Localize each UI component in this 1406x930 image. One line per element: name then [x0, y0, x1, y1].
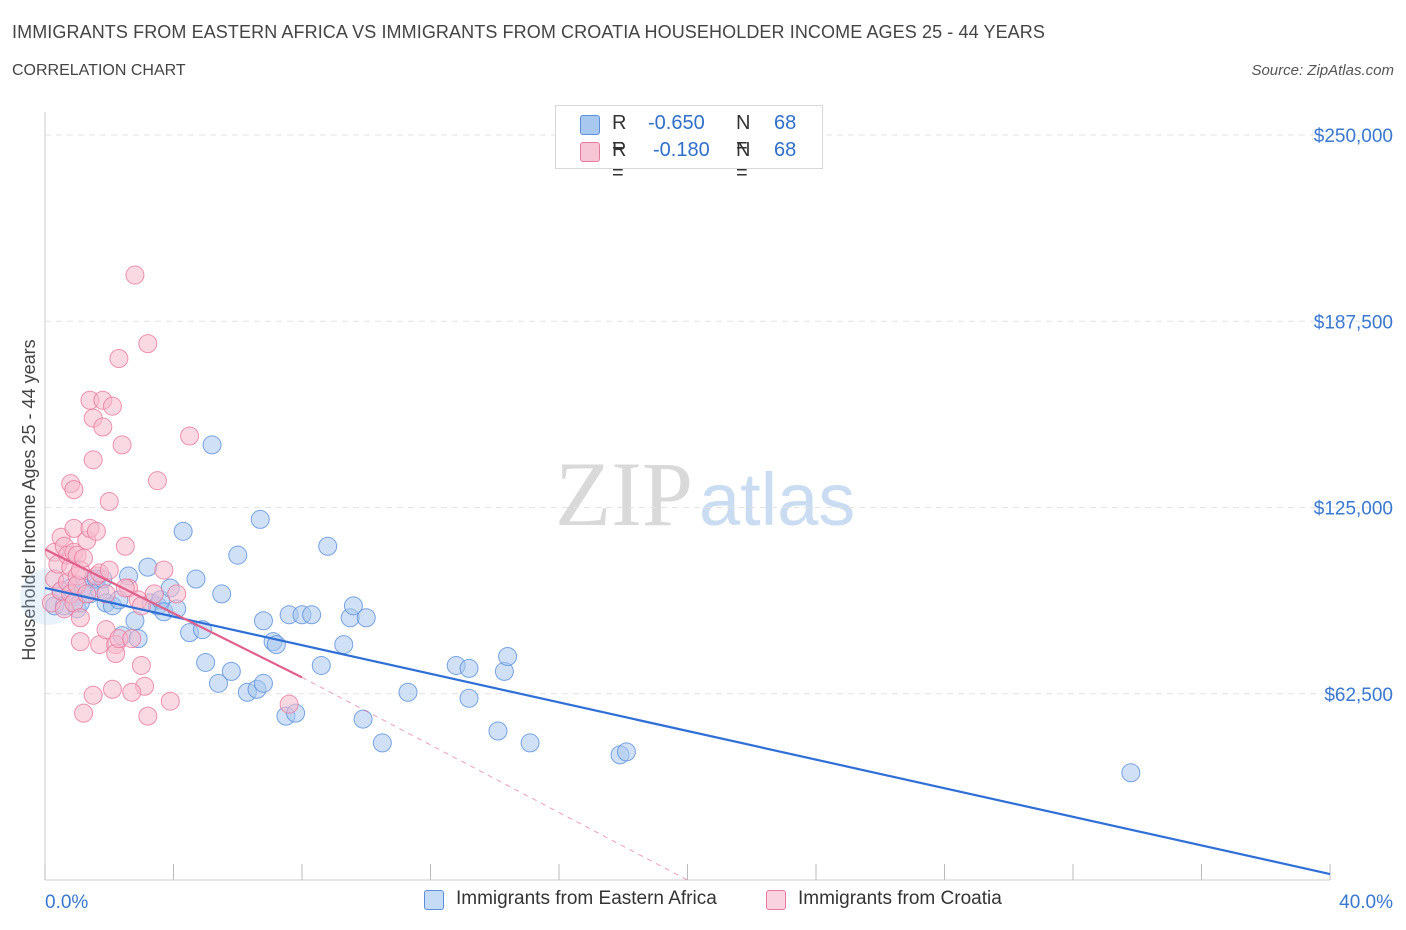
legend-r-value: -0.650	[648, 112, 705, 134]
data-point-eastern-africa	[520, 733, 540, 753]
data-point-croatia	[86, 521, 106, 541]
data-point-croatia	[93, 417, 113, 437]
data-point-eastern-africa	[212, 584, 232, 604]
data-point-croatia	[138, 706, 158, 726]
legend-r-label: R =	[612, 139, 627, 184]
data-point-croatia	[83, 685, 103, 705]
data-point-croatia	[154, 560, 174, 580]
data-point-croatia	[112, 435, 132, 455]
data-point-croatia	[99, 492, 119, 512]
data-point-croatia	[160, 691, 180, 711]
y-tick-label: $250,000	[1314, 126, 1393, 147]
data-point-eastern-africa	[372, 733, 392, 753]
x-tick-label: 40.0%	[1339, 892, 1393, 913]
correlation-legend: R = -0.650 N = 68 R = -0.180 N = 68	[555, 105, 823, 184]
data-point-eastern-africa	[311, 655, 331, 675]
x-tick-label: 0.0%	[45, 892, 88, 913]
data-point-eastern-africa	[498, 647, 518, 666]
data-point-croatia	[109, 349, 129, 368]
data-point-croatia	[131, 655, 151, 675]
data-point-croatia	[167, 584, 187, 604]
trend-line-croatia	[301, 676, 688, 881]
data-point-eastern-africa	[302, 605, 322, 625]
data-point-eastern-africa	[353, 709, 373, 729]
legend-swatch-blue	[580, 115, 600, 135]
bottom-legend-swatch-blue	[424, 890, 444, 910]
data-point-eastern-africa	[253, 673, 273, 693]
bottom-legend-label: Immigrants from Eastern Africa	[456, 888, 717, 909]
y-axis-label: Householder Income Ages 25 - 44 years	[19, 339, 39, 660]
data-point-eastern-africa	[138, 557, 158, 577]
trend-line-croatia	[44, 548, 303, 679]
data-point-croatia	[74, 703, 94, 723]
data-point-croatia	[83, 450, 103, 470]
data-point-eastern-africa	[208, 673, 228, 693]
data-point-eastern-africa	[202, 435, 222, 455]
data-point-eastern-africa	[356, 608, 376, 628]
data-point-croatia	[64, 480, 84, 500]
data-point-eastern-africa	[173, 521, 193, 541]
data-point-croatia	[279, 694, 299, 714]
source-label: Source: ZipAtlas.com	[1251, 62, 1394, 79]
data-point-croatia	[138, 334, 158, 354]
data-point-croatia	[96, 584, 116, 604]
data-point-croatia	[122, 629, 142, 649]
data-point-croatia	[99, 560, 119, 580]
watermark: ZIPatlas	[555, 443, 855, 545]
y-tick-label: $62,500	[1324, 685, 1393, 706]
data-point-eastern-africa	[318, 536, 338, 556]
bottom-legend-label: Immigrants from Croatia	[798, 888, 1002, 909]
legend-n-value: 68	[774, 139, 797, 161]
legend-swatch-pink	[580, 142, 600, 162]
legend-n-label: N =	[736, 112, 751, 157]
data-point-eastern-africa	[343, 596, 363, 616]
data-point-eastern-africa	[186, 569, 206, 589]
bottom-legend-swatch-pink	[766, 890, 786, 910]
data-point-eastern-africa	[221, 661, 241, 681]
data-point-eastern-africa	[228, 545, 248, 565]
data-point-eastern-africa	[334, 635, 354, 655]
legend-r-label: R =	[612, 112, 627, 157]
data-point-croatia	[122, 682, 142, 702]
data-point-croatia	[147, 471, 167, 491]
y-tick-label: $187,500	[1314, 312, 1393, 333]
data-point-eastern-africa	[459, 658, 479, 678]
data-point-croatia	[115, 536, 135, 556]
y-tick-label: $125,000	[1314, 499, 1393, 520]
data-point-croatia	[125, 265, 145, 285]
legend-n-label: N =	[736, 139, 751, 184]
legend-n-value: 68	[774, 112, 797, 134]
data-point-eastern-africa	[398, 682, 418, 702]
data-point-eastern-africa	[253, 611, 273, 631]
data-point-croatia	[102, 396, 122, 416]
legend-r-value: -0.180	[653, 139, 710, 161]
data-point-croatia	[70, 608, 90, 628]
data-point-eastern-africa	[1121, 763, 1141, 783]
data-point-eastern-africa	[196, 652, 216, 672]
data-point-croatia	[77, 584, 97, 604]
trend-line-eastern-africa	[44, 586, 1331, 876]
data-point-eastern-africa	[488, 721, 508, 741]
data-point-eastern-africa	[616, 742, 636, 762]
data-point-croatia	[102, 679, 122, 699]
data-point-croatia	[180, 426, 200, 446]
data-point-croatia	[115, 578, 135, 598]
chart-title: IMMIGRANTS FROM EASTERN AFRICA VS IMMIGR…	[12, 22, 1045, 42]
data-point-eastern-africa	[459, 688, 479, 708]
data-point-croatia	[70, 632, 90, 652]
data-point-eastern-africa	[250, 509, 270, 529]
chart-subtitle: CORRELATION CHART	[12, 62, 186, 79]
